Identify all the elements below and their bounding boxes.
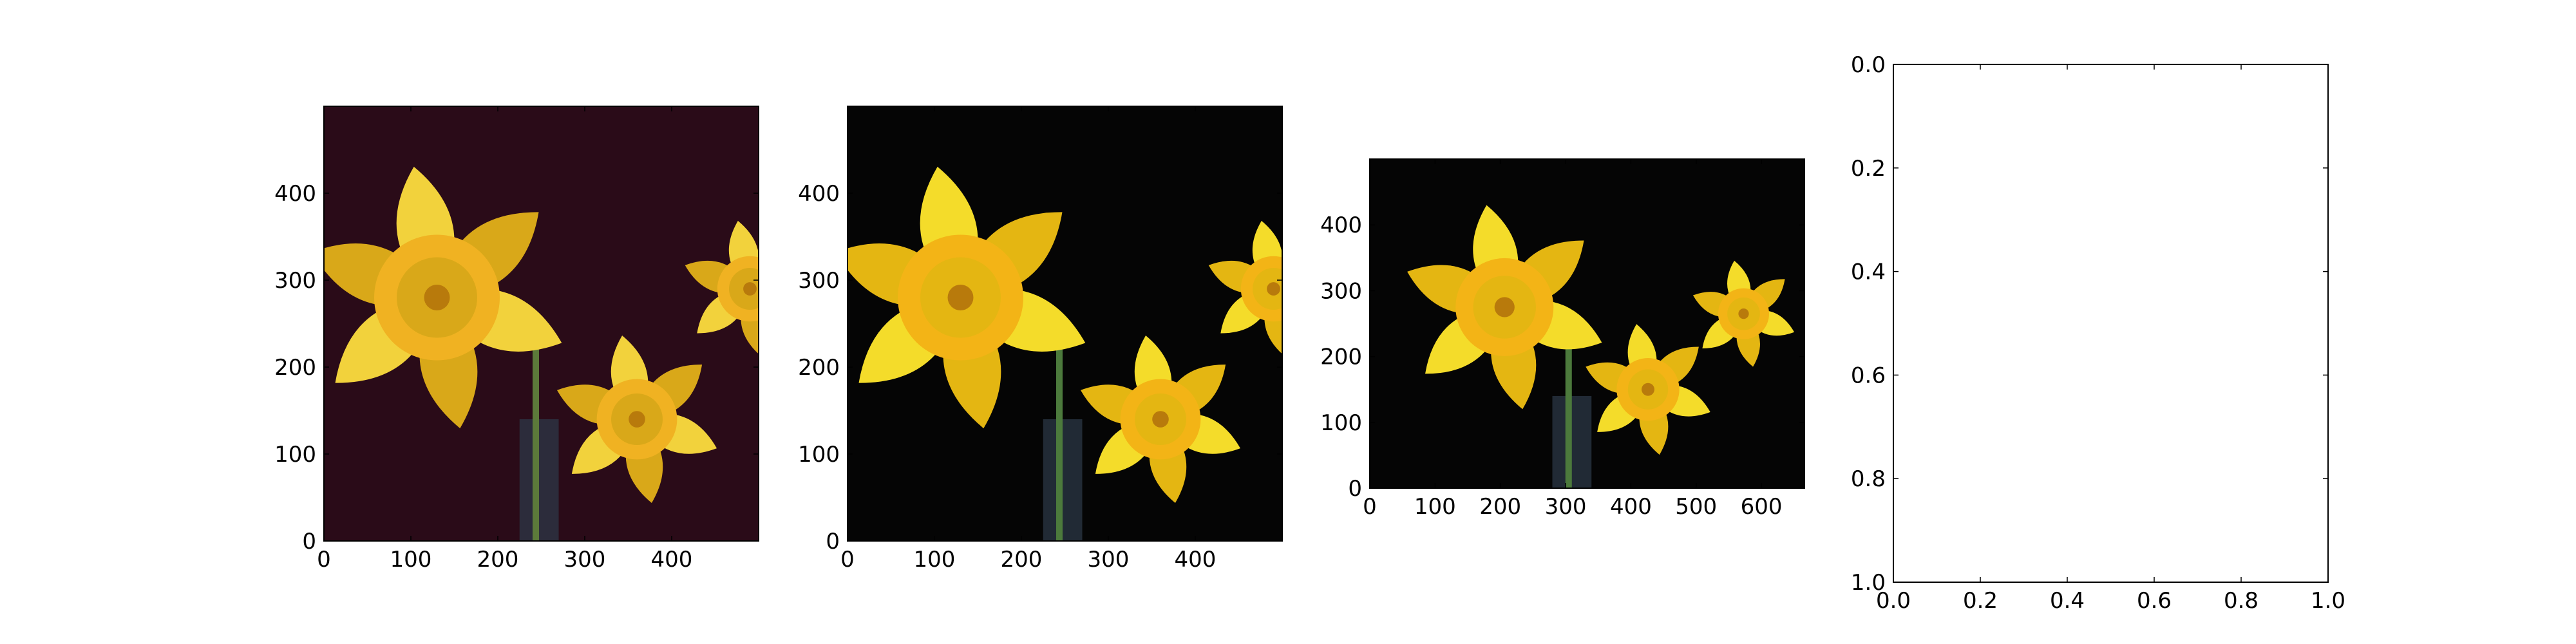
x-tick-label: 0	[317, 547, 331, 573]
panel-2: 0 100 200 300 400 0 100 200 300 400	[798, 106, 1283, 573]
y-tick-label: 300	[798, 268, 840, 294]
x-tick-label: 100	[1414, 494, 1456, 520]
stem	[1565, 340, 1572, 488]
y-tick-label: 400	[798, 181, 840, 207]
axes-frame	[323, 106, 759, 542]
y-tick-label: 0	[826, 529, 840, 554]
photo	[324, 106, 759, 541]
axes-frame	[847, 106, 1283, 542]
vase	[1043, 419, 1083, 541]
x-tick-label: 400	[1175, 547, 1217, 573]
x-tick-label: 0.6	[2137, 588, 2172, 614]
flower-center	[743, 282, 757, 296]
y-tick-label: 400	[1320, 213, 1362, 238]
y-tick-label: 300	[274, 268, 316, 294]
x-tick-label: 200	[1001, 547, 1043, 573]
flower-center	[1152, 411, 1169, 428]
x-tick-label: 200	[477, 547, 519, 573]
flower-center	[1267, 282, 1280, 296]
panel-1: 0 100 200 300 400 0 100 200 300 400	[274, 106, 759, 573]
photo	[848, 106, 1282, 541]
x-tick-label: 600	[1741, 494, 1783, 520]
flower-center	[629, 411, 645, 428]
y-tick-label: 200	[798, 355, 840, 381]
daffodil-2	[556, 336, 717, 503]
y-tick-label: 0.4	[1851, 260, 1886, 285]
flower-center	[1494, 297, 1515, 317]
x-tick-label: 0.4	[2050, 588, 2085, 614]
x-tick-label: 400	[651, 547, 693, 573]
vase	[1552, 395, 1592, 488]
panel-3: 0 100 200 300 400 500 600 0 100 200 300 400	[1320, 158, 1805, 520]
y-tick-label: 300	[1320, 278, 1362, 304]
y-tick-label: 400	[274, 181, 316, 207]
daffodil-3	[1208, 220, 1282, 357]
flower-center	[1738, 308, 1749, 319]
x-tick-label: 300	[564, 547, 606, 573]
x-tick-label: 100	[390, 547, 432, 573]
x-tick-label: 300	[1088, 547, 1130, 573]
y-tick-label: 0.2	[1851, 156, 1886, 182]
y-tick-label: 1.0	[1851, 570, 1886, 596]
axes-frame	[1369, 158, 1805, 489]
y-tick-label: 100	[274, 442, 316, 468]
daffodil-1	[324, 166, 562, 429]
x-tick-label: 0.0	[1876, 588, 1911, 614]
x-tick-label: 0.2	[1963, 588, 1998, 614]
y-tick-label: 200	[274, 355, 316, 381]
y-tick-label: 0.0	[1851, 52, 1886, 78]
x-tick-label: 1.0	[2311, 588, 2345, 614]
daffodil-3	[1692, 260, 1795, 367]
stem	[1056, 345, 1063, 541]
x-tick-label: 0	[840, 547, 855, 573]
panel-4: 0.0 0.2 0.4 0.6 0.8 1.00.00.20.40.60.81.0	[1851, 52, 2345, 614]
x-tick-label: 300	[1545, 494, 1587, 520]
flower-center	[1642, 383, 1654, 396]
y-tick-label: 100	[798, 442, 840, 468]
stem	[533, 345, 539, 541]
daffodil-1	[1407, 205, 1602, 410]
x-tick-label: 0	[1363, 494, 1377, 520]
x-tick-label: 500	[1675, 494, 1717, 520]
x-tick-label: 400	[1610, 494, 1652, 520]
daffodil-1	[848, 166, 1086, 429]
y-tick-label: 0	[1348, 476, 1362, 502]
daffodil-2	[1080, 336, 1241, 503]
y-tick-label: 0.6	[1851, 363, 1886, 388]
empty-axes-frame	[1893, 64, 2329, 583]
y-tick-label: 0	[302, 529, 316, 554]
y-tick-label: 0.8	[1851, 466, 1886, 492]
x-tick-label: 0.8	[2224, 588, 2259, 614]
y-tick-label: 200	[1320, 345, 1362, 370]
daffodil-3	[685, 220, 759, 357]
daffodil-2	[1586, 324, 1710, 455]
x-tick-label: 200	[1479, 494, 1521, 520]
flower-center	[947, 285, 974, 310]
photo	[1370, 159, 1804, 488]
flower-center	[424, 285, 450, 310]
vase	[519, 419, 559, 541]
x-tick-label: 100	[914, 547, 956, 573]
y-tick-label: 100	[1320, 410, 1362, 436]
